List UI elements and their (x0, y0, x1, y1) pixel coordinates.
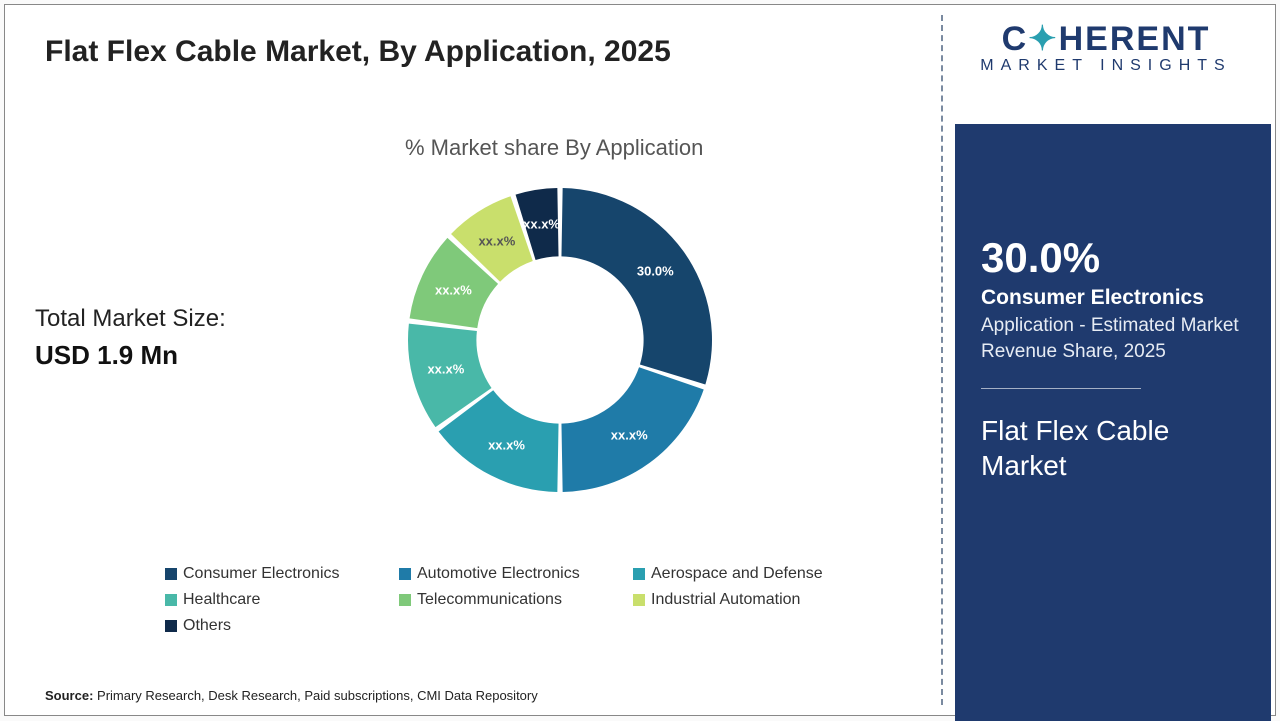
slice-label-consumer_electronics: 30.0% (637, 263, 674, 278)
legend-swatch (165, 620, 177, 632)
legend-item-industrial_automation: Industrial Automation (633, 591, 853, 609)
legend-swatch (165, 594, 177, 606)
legend-swatch (399, 594, 411, 606)
slice-label-others: xx.x% (523, 216, 560, 231)
highlight-segment: Consumer Electronics (981, 286, 1245, 310)
slice-label-healthcare: xx.x% (427, 362, 464, 377)
source-text: Primary Research, Desk Research, Paid su… (97, 688, 538, 703)
slice-label-automotive_electronics: xx.x% (611, 428, 648, 443)
donut-slice-consumer_electronics (561, 188, 712, 384)
legend-swatch (633, 594, 645, 606)
legend-item-aerospace_defense: Aerospace and Defense (633, 565, 853, 583)
slice-label-industrial_automation: xx.x% (478, 233, 515, 248)
legend-swatch (633, 568, 645, 580)
legend-item-consumer_electronics: Consumer Electronics (165, 565, 385, 583)
brand-rest: HERENT (1059, 20, 1211, 58)
chart-subtitle: % Market share By Application (405, 135, 703, 161)
legend-swatch (399, 568, 411, 580)
legend-label: Others (183, 617, 231, 635)
legend-item-others: Others (165, 617, 385, 635)
legend-label: Automotive Electronics (417, 565, 580, 583)
right-column: C✦HERENT MARKET INSIGHTS 30.0% Consumer … (941, 9, 1271, 721)
source-line: Source: Primary Research, Desk Research,… (45, 688, 538, 703)
slice-label-telecom: xx.x% (435, 282, 472, 297)
legend-swatch (165, 568, 177, 580)
legend-label: Industrial Automation (651, 591, 800, 609)
highlight-market: Flat Flex Cable Market (981, 413, 1245, 483)
brand-accent-icon: ✦ (1028, 20, 1059, 58)
report-frame: Flat Flex Cable Market, By Application, … (4, 4, 1276, 716)
brand-line1: C✦HERENT (955, 19, 1257, 59)
legend-item-healthcare: Healthcare (165, 591, 385, 609)
highlight-panel: 30.0% Consumer Electronics Application -… (955, 124, 1271, 721)
legend-label: Healthcare (183, 591, 260, 609)
legend-item-automotive_electronics: Automotive Electronics (399, 565, 619, 583)
total-market-size-value: USD 1.9 Mn (35, 340, 178, 371)
brand-letter-c: C (1002, 20, 1029, 58)
highlight-desc: Application - Estimated Market Revenue S… (981, 313, 1245, 364)
panel-divider (981, 388, 1141, 389)
slice-label-aerospace_defense: xx.x% (488, 437, 525, 452)
brand-logo: C✦HERENT MARKET INSIGHTS (955, 19, 1257, 75)
legend-label: Telecommunications (417, 591, 562, 609)
page-title: Flat Flex Cable Market, By Application, … (45, 35, 671, 69)
legend-label: Aerospace and Defense (651, 565, 823, 583)
brand-line2: MARKET INSIGHTS (955, 57, 1257, 75)
total-market-size-label: Total Market Size: (35, 305, 226, 333)
source-prefix: Source: (45, 688, 93, 703)
legend-item-telecom: Telecommunications (399, 591, 619, 609)
legend-label: Consumer Electronics (183, 565, 340, 583)
main-area: Flat Flex Cable Market, By Application, … (5, 5, 935, 717)
highlight-pct: 30.0% (981, 234, 1245, 282)
donut-chart: 30.0% xx.x% xx.x% xx.x% xx.x% xx.x% xx.x% (400, 180, 720, 500)
legend: Consumer Electronics Automotive Electroni… (165, 565, 905, 635)
